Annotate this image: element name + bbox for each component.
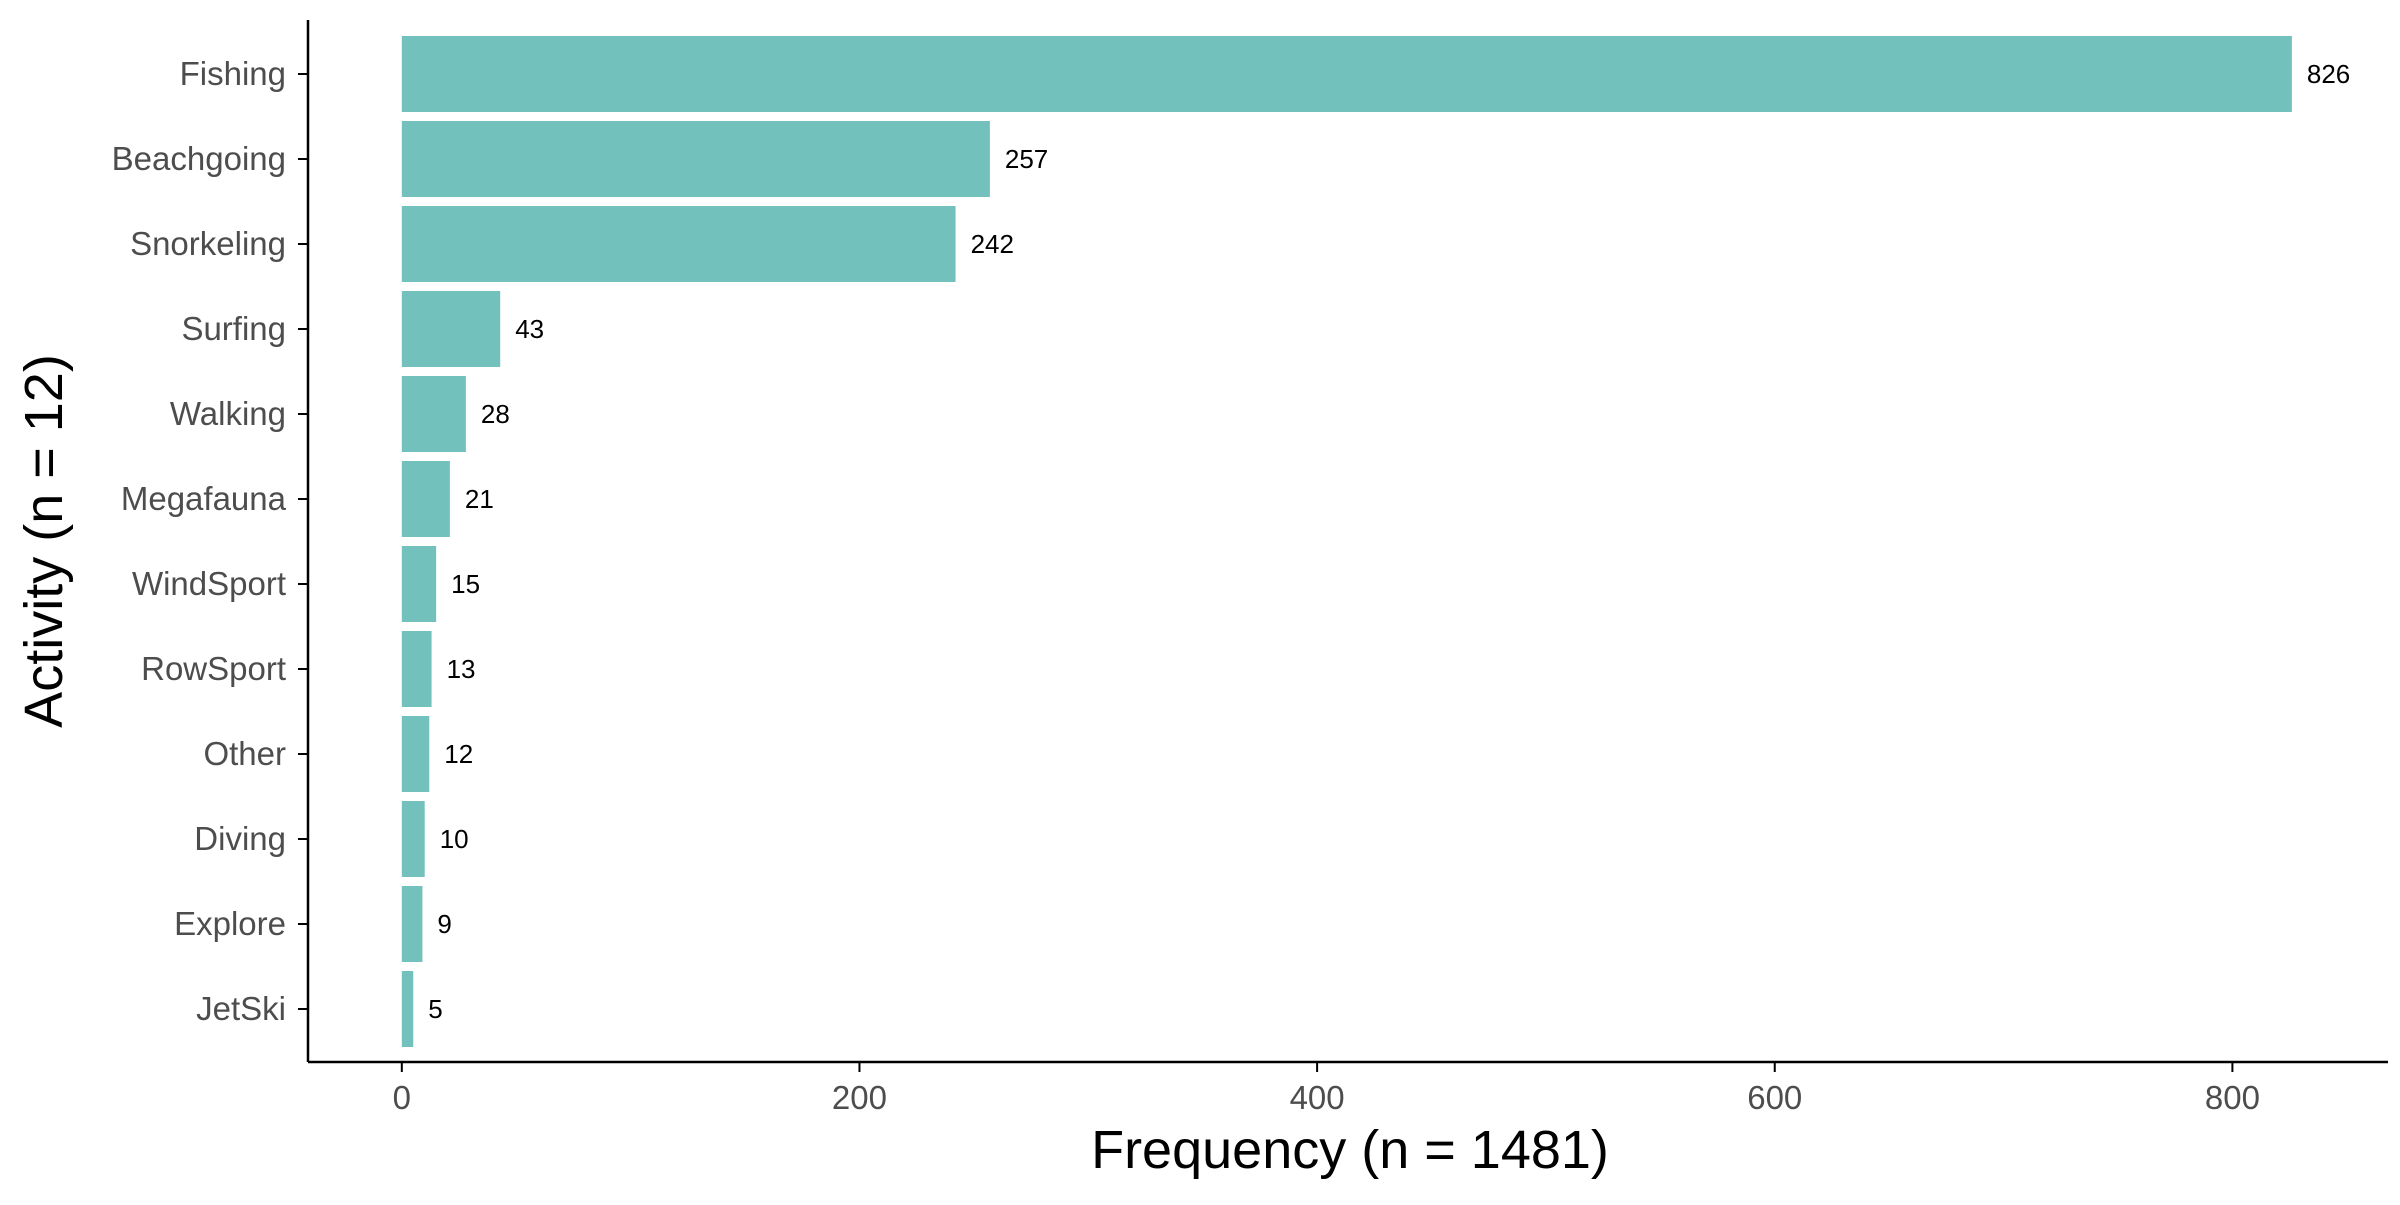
bar bbox=[401, 291, 501, 367]
y-tick-label: Surfing bbox=[181, 310, 286, 347]
data-label: 28 bbox=[481, 399, 510, 429]
x-tick-label: 0 bbox=[393, 1079, 411, 1116]
bar bbox=[401, 971, 414, 1047]
x-tick-label: 200 bbox=[832, 1079, 887, 1116]
y-tick-label: WindSport bbox=[132, 565, 286, 602]
data-label: 10 bbox=[440, 824, 469, 854]
y-tick-label: Fishing bbox=[180, 55, 286, 92]
bar bbox=[401, 461, 450, 537]
y-tick-label: Other bbox=[203, 735, 286, 772]
data-labels-layer: 826 257 242 43 28 21 15 13 12 10 9 5 bbox=[428, 59, 2350, 1024]
data-label: 15 bbox=[451, 569, 480, 599]
bar bbox=[401, 121, 990, 197]
y-tick-label: Snorkeling bbox=[130, 225, 286, 262]
x-axis: 0 200 400 600 800 bbox=[308, 1060, 2388, 1116]
data-label: 13 bbox=[447, 654, 476, 684]
y-tick-label: Diving bbox=[194, 820, 286, 857]
bar bbox=[401, 716, 430, 792]
data-label: 5 bbox=[428, 994, 442, 1024]
data-label: 12 bbox=[444, 739, 473, 769]
data-label: 826 bbox=[2307, 59, 2350, 89]
x-tick-label: 600 bbox=[1747, 1079, 1802, 1116]
x-tick-label: 800 bbox=[2205, 1079, 2260, 1116]
bar bbox=[401, 376, 466, 452]
y-axis-title: Activity (n = 12) bbox=[14, 354, 74, 728]
data-label: 21 bbox=[465, 484, 494, 514]
x-tick-label: 400 bbox=[1290, 1079, 1345, 1116]
y-tick-label: Megafauna bbox=[121, 480, 287, 517]
bar bbox=[401, 801, 425, 877]
y-tick-label: Explore bbox=[174, 905, 286, 942]
bar bbox=[401, 206, 956, 282]
y-tick-label: RowSport bbox=[141, 650, 286, 687]
bar bbox=[401, 36, 2292, 112]
x-axis-title: Frequency (n = 1481) bbox=[1091, 1120, 1609, 1180]
bar bbox=[401, 886, 423, 962]
y-tick-label: Walking bbox=[170, 395, 286, 432]
data-label: 9 bbox=[437, 909, 451, 939]
data-label: 257 bbox=[1005, 144, 1048, 174]
y-tick-label: Beachgoing bbox=[112, 140, 286, 177]
y-axis: Fishing Beachgoing Snorkeling Surfing Walkin… bbox=[112, 20, 310, 1062]
bars-layer bbox=[401, 36, 2292, 1047]
y-tick-label: JetSki bbox=[196, 990, 286, 1027]
data-label: 43 bbox=[515, 314, 544, 344]
bar bbox=[401, 631, 432, 707]
bar bbox=[401, 546, 437, 622]
data-label: 242 bbox=[971, 229, 1014, 259]
